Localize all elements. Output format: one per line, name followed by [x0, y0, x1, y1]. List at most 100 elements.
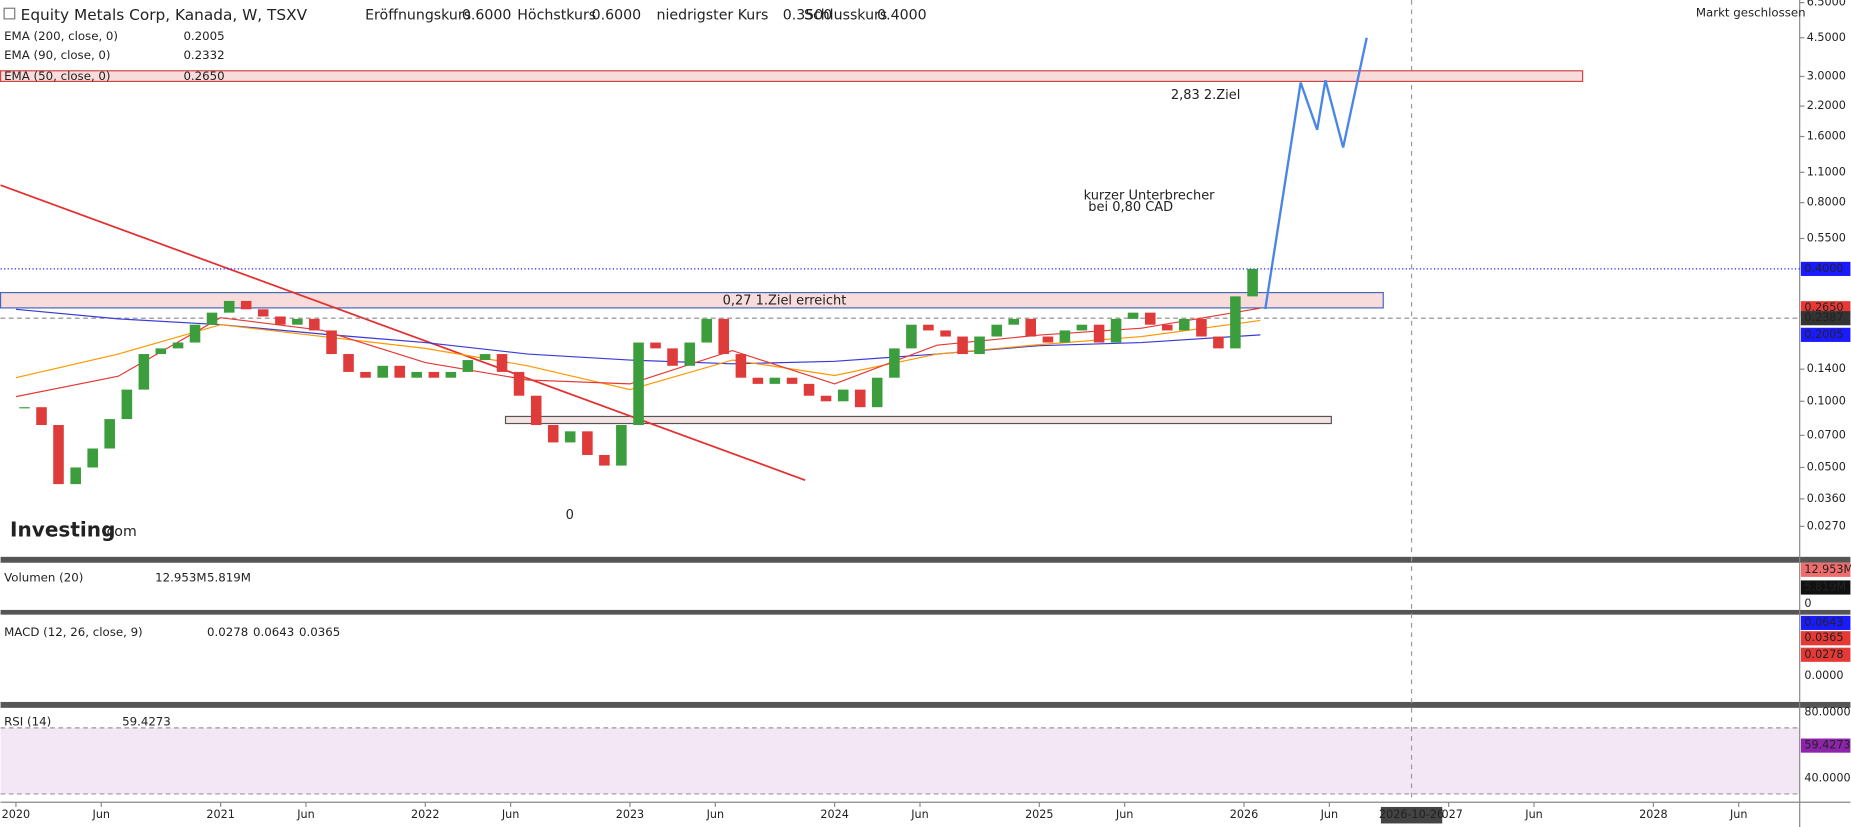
pane-value: 0.0643 — [253, 625, 294, 639]
x-tick-label: Jun — [92, 808, 110, 821]
pane-axis-label: 0.0365 — [1804, 631, 1843, 644]
candle — [411, 371, 422, 378]
candle — [786, 377, 798, 384]
candle — [991, 324, 1003, 337]
pane-axis-label: 12.953M — [1804, 563, 1851, 576]
candle — [87, 448, 98, 468]
x-tick-label: 2022 — [411, 808, 439, 821]
pane-value: 0.0365 — [299, 625, 340, 639]
candle — [1059, 330, 1071, 343]
candle — [138, 354, 150, 390]
pane-axis-label: 5.819M — [1804, 581, 1846, 594]
price-label-bg — [1800, 327, 1851, 342]
candle — [1025, 318, 1037, 337]
candle — [923, 324, 934, 331]
candle — [599, 454, 610, 466]
x-tick-label: 2026 — [1230, 808, 1258, 821]
candle — [803, 383, 815, 396]
pane-value: 5.819M — [207, 571, 251, 585]
candle — [19, 407, 30, 409]
candle — [1247, 268, 1258, 297]
ohlc-value: 0.6000 — [592, 7, 641, 23]
y-tick-label: 0.0700 — [1807, 428, 1846, 441]
x-tick-label: Jun — [910, 808, 928, 821]
candle — [889, 348, 900, 378]
candle — [1230, 296, 1241, 349]
candle — [820, 395, 832, 402]
candle — [667, 348, 678, 366]
support-zone — [504, 415, 1332, 425]
y-tick-label: 3.0000 — [1807, 69, 1846, 82]
candle — [974, 336, 985, 355]
candle — [854, 389, 866, 408]
annotation: kurzer Unterbrecher — [1084, 188, 1216, 203]
ohlc-value: 0.4000 — [877, 7, 926, 23]
ohlc-label: niedrigster Kurs — [657, 7, 769, 23]
pane-axis-label-bg — [1800, 580, 1851, 595]
pane-label: MACD (12, 26, close, 9) — [4, 625, 143, 639]
x-tick-label: Jun — [1729, 808, 1747, 821]
candle — [223, 300, 235, 313]
pane-axis-label-bg — [1800, 631, 1851, 646]
price-label: 0.4000 — [1804, 262, 1843, 275]
candle — [292, 318, 303, 325]
candle — [1008, 318, 1020, 325]
pane-axis-label-bg — [1800, 615, 1851, 630]
candle — [752, 377, 764, 384]
candle — [343, 354, 354, 372]
pane-label: RSI (14) — [4, 715, 51, 729]
candle — [684, 342, 696, 366]
annotation: 2,83 2.Ziel — [1171, 88, 1240, 103]
pane-axis-label-bg — [1800, 647, 1851, 662]
pane-separator — [0, 609, 1851, 615]
candle — [377, 365, 389, 378]
annotation: 0,27 1.Ziel erreicht — [723, 293, 847, 308]
candle — [257, 309, 269, 317]
candle — [1161, 324, 1173, 331]
pane-label: Volumen (20) — [4, 571, 83, 585]
candle — [479, 354, 491, 361]
x-tick-label: 2024 — [820, 808, 848, 821]
candle — [906, 324, 917, 349]
candle — [530, 395, 542, 426]
candle — [1093, 324, 1105, 343]
ohlc-value: 0.3500 — [783, 7, 832, 23]
candle — [547, 425, 559, 443]
candle — [582, 431, 593, 455]
price-label: 0.2005 — [1804, 328, 1843, 341]
x-tick-label: 2023 — [616, 808, 644, 821]
crosshair-date: 2026-10-26 — [1379, 808, 1444, 821]
candle — [633, 342, 644, 426]
pane-axis-label: 0.0643 — [1804, 616, 1843, 629]
x-tick-label: 2028 — [1639, 808, 1667, 821]
x-tick-label: Jun — [296, 808, 314, 821]
logo: Investing — [10, 517, 115, 541]
market-status: Markt geschlossen — [1696, 5, 1806, 19]
indicator-value: 0.2005 — [183, 29, 224, 43]
indicator-value: 0.2332 — [183, 48, 224, 62]
y-tick-label: 2.2000 — [1807, 99, 1846, 112]
crosshair-date-bg — [1380, 806, 1443, 824]
candle — [309, 318, 320, 331]
candle — [1110, 318, 1122, 343]
candle — [1076, 324, 1088, 331]
candle — [718, 318, 729, 355]
candle — [36, 407, 47, 426]
candle — [1042, 336, 1054, 343]
x-tick-label: 2020 — [2, 808, 30, 821]
candle — [871, 377, 883, 408]
candle — [206, 312, 218, 325]
chart-title: Equity Metals Corp, Kanada, W, TSXV — [21, 6, 308, 24]
candle — [360, 371, 371, 378]
indicator-label: EMA (90, close, 0) — [4, 48, 110, 62]
pane-axis-label-bg — [1800, 738, 1851, 753]
projection-path — [1264, 37, 1368, 310]
y-tick-label: 0.1000 — [1807, 394, 1846, 407]
trend-line — [0, 184, 806, 481]
y-tick-label: 0.0360 — [1807, 492, 1846, 505]
candle — [1196, 318, 1207, 337]
ohlc-value: 0.6000 — [462, 7, 511, 23]
candle — [513, 371, 525, 396]
